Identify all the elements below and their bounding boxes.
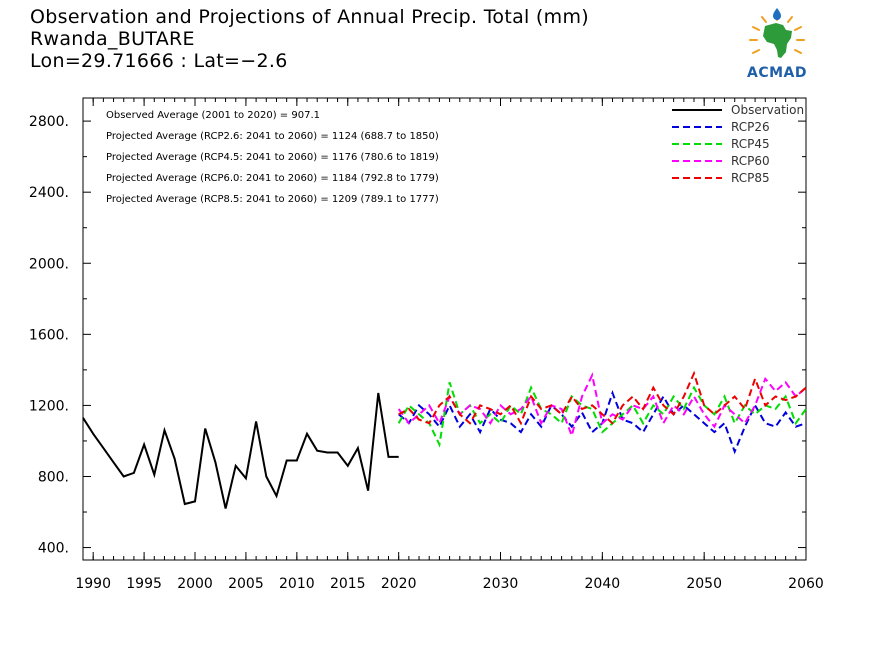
series-line-rcp60 [397,372,807,439]
legend-label-rcp60: RCP60 [731,154,770,168]
legend-label-rcp85: RCP85 [731,171,770,185]
chart-title: Observation and Projections of Annual Pr… [30,6,589,28]
y-tick-label: 1200. [29,398,69,414]
annotation-line: Projected Average (RCP6.0: 2041 to 2060)… [106,173,439,184]
legend-label-observation: Observation [731,103,804,117]
x-tick-label: 2005 [228,576,264,592]
x-tick-label: 2040 [585,576,621,592]
x-tick-label: 2000 [177,576,213,592]
annotation-line: Projected Average (RCP8.5: 2041 to 2060)… [106,194,439,205]
series-line-observation [82,392,399,509]
x-tick-label: 2030 [483,576,519,592]
station-coordinates: Lon=29.71666 : Lat=−2.6 [30,50,288,72]
x-tick-label: 2010 [279,576,315,592]
x-tick-label: 2050 [686,576,722,592]
logo-text: ACMAD [747,65,807,81]
y-tick-label: 400. [38,541,69,557]
x-tick-label: 2020 [381,576,417,592]
y-tick-label: 2800. [29,114,69,130]
y-tick-label: 2400. [29,185,69,201]
legend-label-rcp45: RCP45 [731,137,770,151]
annotation-line: Projected Average (RCP2.6: 2041 to 2060)… [106,131,439,142]
acmad-logo: ACMAD [736,8,818,84]
annotation-line: Projected Average (RCP4.5: 2041 to 2060)… [106,152,439,163]
africa-map-logo-icon [749,8,805,58]
annotation-line: Observed Average (2001 to 2020) = 907.1 [106,110,320,121]
plot-frame [82,97,807,561]
chart-title-block: Observation and Projections of Annual Pr… [30,6,589,72]
y-tick-label: 1600. [29,327,69,343]
x-tick-label: 2060 [788,576,824,592]
legend-label-rcp26: RCP26 [731,120,770,134]
y-tick-label: 800. [38,469,69,485]
y-tick-label: 2000. [29,256,69,272]
x-tick-label: 1995 [126,576,162,592]
station-name: Rwanda_BUTARE [30,28,195,50]
x-tick-label: 2015 [330,576,366,592]
x-tick-label: 1990 [75,576,111,592]
series-line-rcp85 [398,370,807,426]
